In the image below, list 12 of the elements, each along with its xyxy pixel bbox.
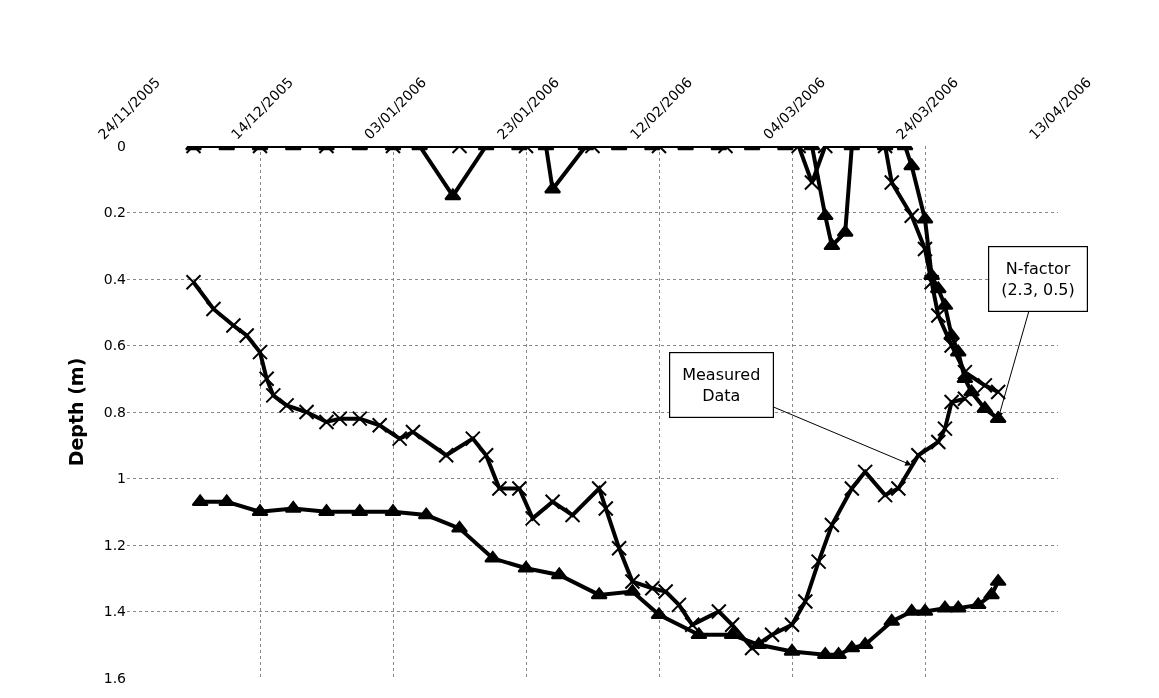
y-tick-label: 1.2	[103, 536, 126, 553]
y-tick-label: 0.8	[103, 403, 126, 420]
y-tick-label: 0.4	[103, 270, 127, 287]
y-tick-label: 1	[117, 470, 126, 487]
y-tick-label: 0.6	[103, 337, 127, 354]
y-tick-label: 0.2	[103, 204, 126, 221]
y-tick-label: 0	[117, 137, 126, 154]
y-tick-label: 1.6	[103, 669, 127, 686]
annotation: N-factor (2.3, 0.5)	[1001, 259, 1075, 299]
annotation: Measured Data	[682, 365, 761, 405]
y-axis-title: Depth (m)	[64, 357, 87, 467]
y-tick-label: 1.4	[103, 603, 127, 620]
